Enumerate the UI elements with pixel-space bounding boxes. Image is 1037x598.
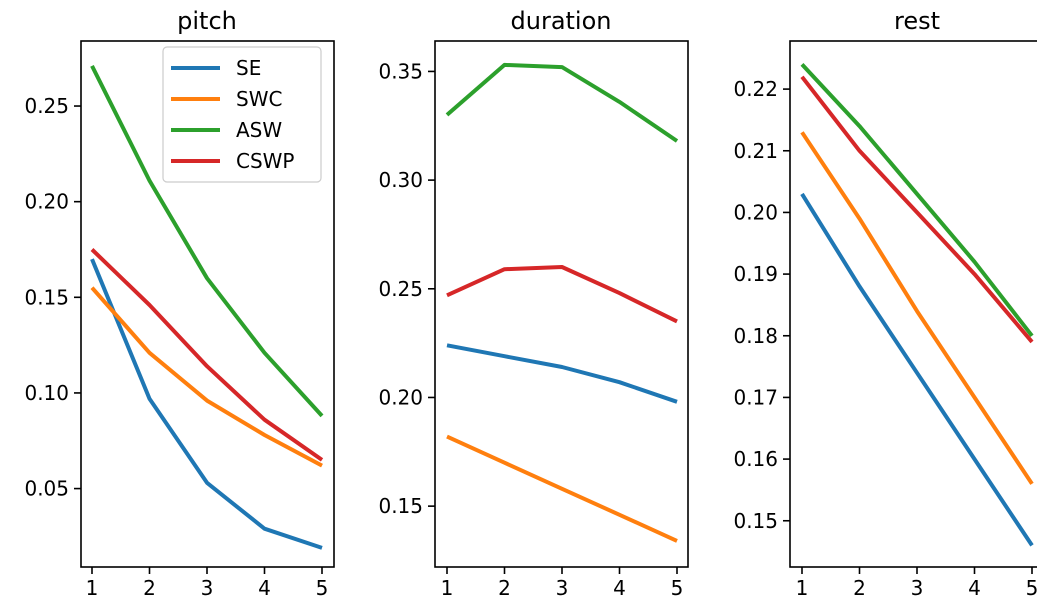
pitch-ytick-label: 0.15	[24, 285, 69, 309]
duration-ytick-label: 0.30	[378, 168, 423, 192]
pitch-ytick-label: 0.10	[24, 381, 69, 405]
legend-label-asw: ASW	[236, 118, 282, 142]
rest-ytick-label: 0.15	[733, 509, 778, 533]
duration-xtick-label: 1	[441, 576, 454, 598]
legend: SE SWC ASW CSWP	[162, 46, 322, 183]
duration-plot-frame	[434, 40, 689, 568]
pitch-xtick-label: 1	[86, 576, 99, 598]
rest-ytick-label: 0.20	[733, 200, 778, 224]
duration-xtick-label: 2	[498, 576, 511, 598]
rest-ytick-label: 0.19	[733, 262, 778, 286]
pitch-line-swc	[90, 286, 323, 468]
legend-label-swc: SWC	[236, 87, 282, 111]
rest-ytick-label: 0.18	[733, 324, 778, 348]
duration-xtick-label: 5	[671, 576, 684, 598]
pitch-ytick-label: 0.20	[24, 190, 69, 214]
duration-ytick-label: 0.15	[378, 494, 423, 518]
rest-panel: rest 1 2 3 4 5 0.15 0.16 0.17 0.18 0.19 0.20 0.21 0.…	[733, 7, 1037, 598]
duration-xtick-label: 4	[613, 576, 626, 598]
pitch-ytick-label: 0.25	[24, 94, 69, 118]
duration-ytick-label: 0.20	[378, 385, 423, 409]
rest-line-swc	[800, 131, 1034, 485]
legend-label-se: SE	[236, 56, 261, 80]
rest-ytick-label: 0.22	[733, 77, 778, 101]
pitch-line-asw	[90, 65, 324, 418]
rest-line-se	[800, 192, 1034, 547]
duration-title: duration	[511, 7, 612, 35]
rest-ytick-label: 0.16	[733, 447, 778, 471]
pitch-xtick-label: 5	[316, 576, 329, 598]
rest-xtick-label: 4	[968, 576, 981, 598]
rest-xtick-label: 5	[1026, 576, 1037, 598]
rest-xtick-label: 3	[911, 576, 924, 598]
pitch-line-se	[90, 258, 323, 550]
rest-xtick-label: 2	[853, 576, 866, 598]
duration-xtick-label: 3	[556, 576, 569, 598]
rest-xtick-label: 1	[796, 576, 809, 598]
legend-box	[162, 46, 322, 183]
duration-ytick-label: 0.25	[378, 277, 423, 301]
duration-line-asw	[445, 62, 679, 143]
duration-line-se	[446, 343, 678, 404]
duration-ytick-label: 0.35	[378, 59, 423, 83]
pitch-panel: pitch 1 2 3 4 5 0.05 0.10 0.15 0.20 0.25 SE SWC A…	[24, 7, 335, 598]
pitch-title: pitch	[177, 7, 237, 35]
pitch-xtick-label: 3	[201, 576, 214, 598]
rest-line-cswp	[800, 75, 1034, 344]
duration-line-cswp	[446, 265, 678, 324]
rest-ytick-label: 0.17	[733, 385, 778, 409]
duration-line-swc	[446, 434, 678, 543]
rest-ytick-label: 0.21	[733, 139, 778, 163]
pitch-xtick-label: 2	[143, 576, 156, 598]
pitch-ytick-label: 0.05	[24, 477, 69, 501]
pitch-line-cswp	[90, 248, 324, 462]
pitch-xtick-label: 4	[258, 576, 271, 598]
pitch-plot-frame	[80, 40, 335, 568]
rest-plot-frame	[789, 40, 1037, 568]
duration-panel: duration 1 2 3 4 5 0.15 0.20 0.25 0.30 0.35	[378, 7, 689, 598]
legend-label-cswp: CSWP	[236, 149, 295, 173]
rest-line-asw	[800, 63, 1034, 338]
rest-title: rest	[894, 7, 940, 35]
